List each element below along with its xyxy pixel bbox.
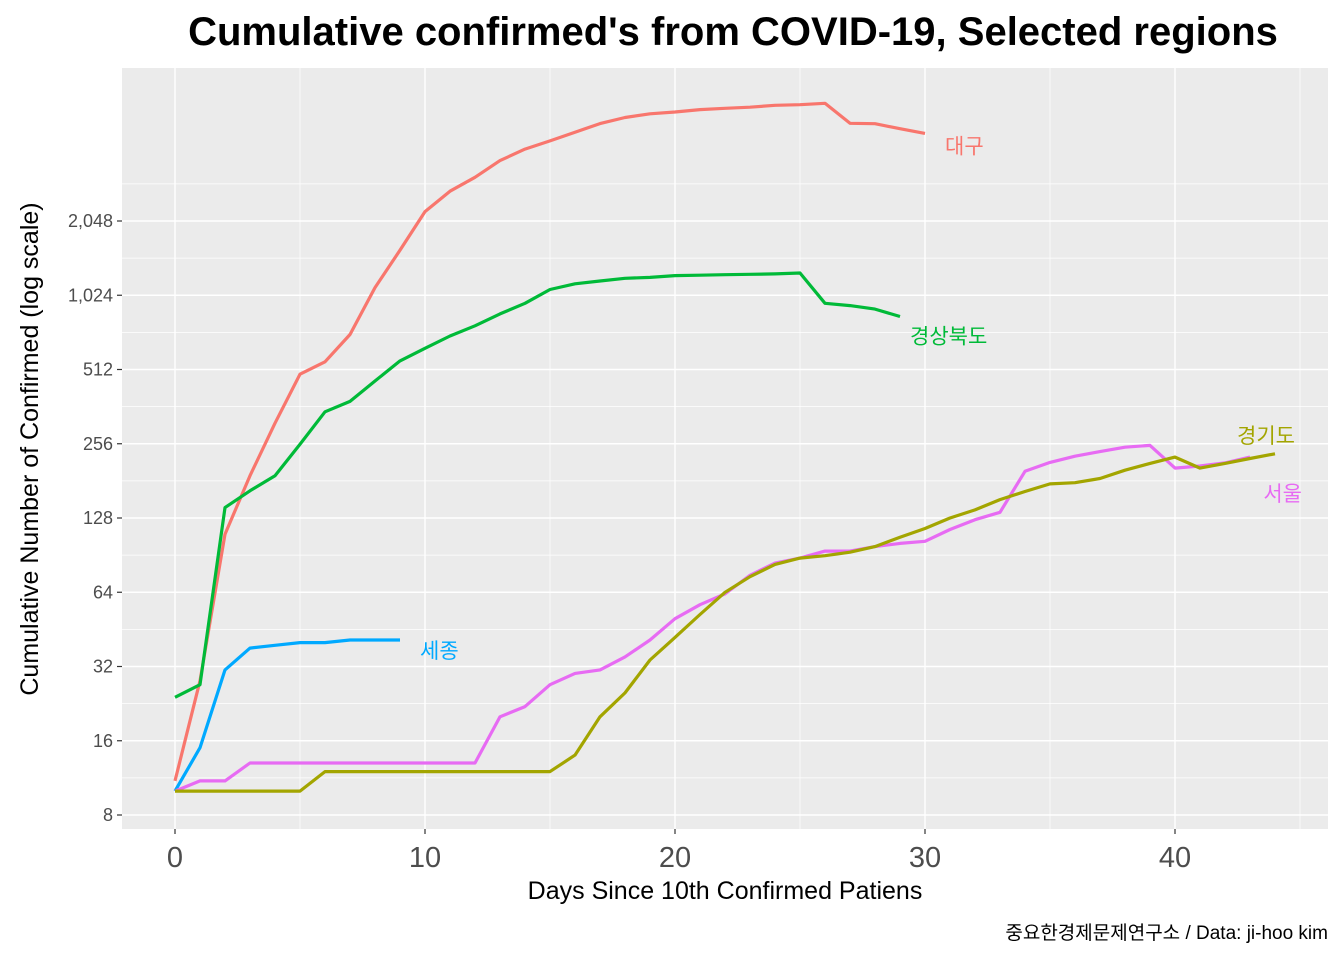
y-tick-label: 512 — [83, 360, 113, 380]
series-label: 대구 — [945, 134, 984, 158]
y-tick-label: 256 — [83, 434, 113, 454]
y-tick-label: 16 — [93, 731, 113, 751]
x-tick-label: 40 — [1159, 842, 1191, 874]
series-line — [173, 638, 400, 792]
y-axis-title: Cumulative Number of Confirmed (log scal… — [16, 202, 44, 695]
series-line — [174, 271, 901, 699]
x-tick-label: 30 — [909, 842, 941, 874]
series-line — [175, 452, 1276, 793]
y-tick-label: 1,024 — [68, 285, 113, 305]
x-axis: 0 10 20 30 40 — [167, 829, 1191, 874]
series-layer — [173, 101, 1276, 793]
series-line — [173, 101, 926, 782]
series-label: 경기도 — [1237, 424, 1295, 448]
y-tick-label: 8 — [103, 805, 113, 825]
y-tick-label: 128 — [83, 508, 113, 528]
y-tick-label: 64 — [93, 582, 113, 602]
x-axis-title: Days Since 10th Confirmed Patiens — [528, 877, 923, 905]
x-tick-label: 0 — [167, 842, 183, 874]
series-label: 경상북도 — [910, 324, 987, 348]
series-label: 서울 — [1263, 482, 1302, 506]
series-label: 세종 — [420, 639, 459, 663]
chart-title: Cumulative confirmed's from COVID-19, Se… — [188, 10, 1278, 54]
chart-caption: 중요한경제문제연구소 / Data: ji-hoo kim — [1005, 923, 1328, 944]
grid-minor — [122, 68, 1328, 829]
y-tick-label: 2,048 — [68, 211, 113, 231]
x-tick-label: 20 — [659, 842, 691, 874]
plot-panel — [122, 68, 1328, 829]
series-line — [174, 443, 1251, 793]
grid-major — [122, 68, 1328, 829]
y-axis: 8 16 32 64 128 256 512 1,024 2,048 — [68, 211, 122, 825]
x-tick-label: 10 — [409, 842, 441, 874]
y-tick-label: 32 — [93, 657, 113, 677]
